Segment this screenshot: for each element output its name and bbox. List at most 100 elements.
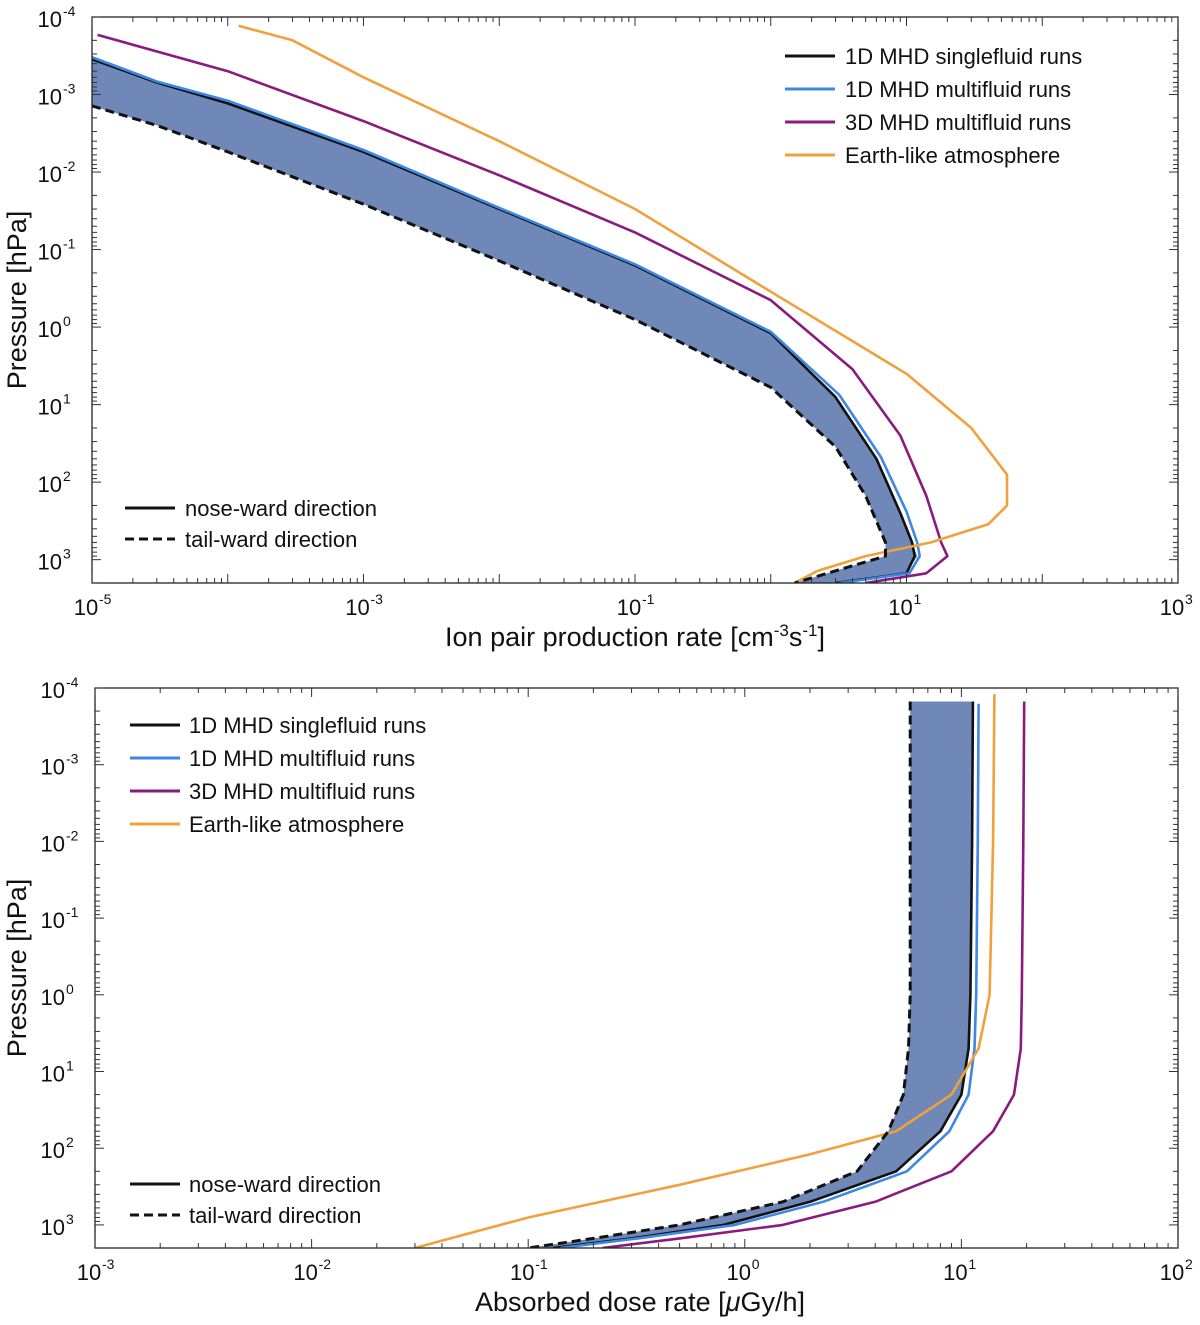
- y-tick-label-base: 10: [38, 240, 62, 265]
- x-tick-label: 10: [74, 595, 98, 620]
- legend-label: 1D MHD singlefluid runs: [845, 44, 1082, 69]
- style-legend-label: nose-ward direction: [189, 1172, 381, 1197]
- y-tick-label-base: 10: [41, 1062, 65, 1087]
- series-line-1: [559, 703, 980, 1248]
- y-tick-label-exp: -3: [66, 751, 79, 767]
- y-tick-label: 10: [38, 240, 62, 265]
- y-tick-label-exp: -3: [63, 81, 76, 97]
- y-tick-label: 10: [38, 317, 62, 342]
- x-tick-label: 10: [345, 595, 369, 620]
- x-axis-label-part: Gy/h]: [740, 1287, 805, 1317]
- y-tick-label: 10: [38, 7, 62, 32]
- y-axis-label: Pressure [hPa]: [2, 879, 32, 1058]
- x-tick-label: 10: [888, 595, 912, 620]
- y-tick-label-base: 10: [38, 85, 62, 110]
- x-tick-label-exp: -3: [371, 591, 384, 607]
- y-tick-label-exp: -2: [63, 158, 76, 174]
- y-tick-label: 10: [38, 550, 62, 575]
- y-tick-label-exp: -1: [66, 904, 79, 920]
- x-axis-label-part: Ion pair production rate [cm: [445, 622, 774, 652]
- series-line-2: [602, 701, 1026, 1248]
- y-tick-label-exp: 1: [66, 1058, 74, 1074]
- x-tick-label-exp: 2: [1185, 1256, 1193, 1272]
- y-tick-label: 10: [38, 395, 62, 420]
- legend-label: 3D MHD multifluid runs: [189, 779, 415, 804]
- series-line-0: [92, 57, 916, 583]
- legend-label: 1D MHD multifluid runs: [189, 746, 415, 771]
- x-axis-label: Absorbed dose rate [μGy/h]: [475, 1287, 805, 1317]
- y-tick-label: 10: [41, 985, 65, 1010]
- y-tick-label: 10: [41, 1138, 65, 1163]
- x-tick-label-exp: 1: [914, 591, 922, 607]
- x-tick-label-exp: -2: [319, 1256, 332, 1272]
- y-tick-label: 10: [41, 755, 65, 780]
- y-tick-label-exp: -4: [66, 674, 79, 690]
- legend-label: 1D MHD singlefluid runs: [189, 713, 426, 738]
- plot-area: [92, 24, 1009, 583]
- x-axis-label: Ion pair production rate [cm-3s-1]: [445, 621, 825, 652]
- y-axis-label: Pressure [hPa]: [2, 211, 32, 390]
- x-tick-label-exp: 0: [752, 1256, 760, 1272]
- plot-frame: [94, 687, 1179, 1249]
- style-legend-label: tail-ward direction: [189, 1203, 361, 1228]
- series-line-2: [97, 33, 949, 583]
- x-axis-label-sup: -1: [802, 621, 817, 640]
- x-tick-label: 10: [293, 1260, 317, 1285]
- legend-label: 3D MHD multifluid runs: [845, 110, 1071, 135]
- y-tick-label-base: 10: [38, 317, 62, 342]
- y-tick-label-base: 10: [38, 472, 62, 497]
- style-legend-label: nose-ward direction: [185, 496, 377, 521]
- y-tick-label-exp: -4: [63, 3, 76, 19]
- x-tick-label-exp: -5: [99, 591, 112, 607]
- series-line-3: [414, 694, 996, 1248]
- series-line-4: [527, 701, 912, 1248]
- y-tick-label-base: 10: [38, 7, 62, 32]
- y-tick-label-base: 10: [41, 1138, 65, 1163]
- panel-top: 10 -410 -310 -210 -110 010 110 210 310 -5 10 -3 10 -1…: [2, 3, 1193, 652]
- y-tick-label: 10: [41, 908, 65, 933]
- y-tick-label: 10: [38, 472, 62, 497]
- x-tick-label-exp: 3: [1185, 591, 1193, 607]
- y-tick-label-exp: 0: [63, 313, 71, 329]
- y-tick-label-exp: 3: [63, 546, 71, 562]
- series-line-1: [92, 55, 921, 583]
- y-tick-label-base: 10: [38, 162, 62, 187]
- y-tick-label-base: 10: [41, 908, 65, 933]
- y-tick-label: 10: [41, 678, 65, 703]
- y-tick-label-base: 10: [41, 678, 65, 703]
- x-axis-label-part: s: [789, 622, 803, 652]
- plot-area: [414, 694, 1026, 1248]
- y-tick-label: 10: [38, 85, 62, 110]
- legend-label: Earth-like atmosphere: [189, 812, 404, 837]
- y-tick-label-base: 10: [41, 1215, 65, 1240]
- y-tick-label: 10: [41, 831, 65, 856]
- y-tick-label: 10: [38, 162, 62, 187]
- x-tick-label: 10: [1160, 1260, 1184, 1285]
- x-tick-label-exp: -1: [642, 591, 655, 607]
- x-tick-label: 10: [727, 1260, 751, 1285]
- x-axis-label-mu: μ: [725, 1287, 741, 1317]
- x-tick-label-exp: 1: [968, 1256, 976, 1272]
- y-tick-label-base: 10: [41, 985, 65, 1010]
- y-tick-label-exp: 2: [63, 468, 71, 484]
- series-line-4: [92, 104, 887, 583]
- x-tick-label-exp: -3: [102, 1256, 115, 1272]
- y-tick-label: 10: [41, 1062, 65, 1087]
- y-tick-label-base: 10: [38, 395, 62, 420]
- y-tick-label-base: 10: [41, 831, 65, 856]
- x-tick-label: 10: [943, 1260, 967, 1285]
- y-tick-label-exp: -1: [63, 236, 76, 252]
- y-tick-label-exp: -2: [66, 827, 79, 843]
- panel-bottom: 10 -410 -310 -210 -110 010 110 210 310 -3 10 -2 10 -1…: [2, 674, 1193, 1317]
- x-tick-label: 10: [77, 1260, 101, 1285]
- x-axis-label-part: Absorbed dose rate [: [475, 1287, 726, 1317]
- style-legend-label: tail-ward direction: [185, 527, 357, 552]
- x-tick-label-exp: -1: [535, 1256, 548, 1272]
- y-tick-label: 10: [41, 1215, 65, 1240]
- band-fill: [528, 701, 973, 1248]
- series-line-3: [238, 24, 1009, 583]
- band-fill: [92, 59, 918, 583]
- y-tick-label-exp: 2: [66, 1134, 74, 1150]
